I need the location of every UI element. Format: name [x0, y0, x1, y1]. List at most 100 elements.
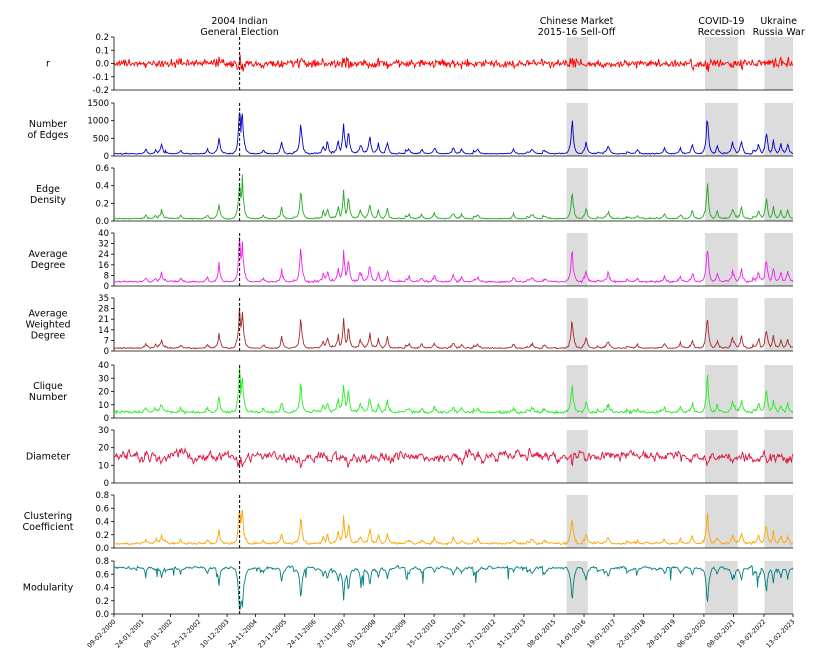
x-tick-label: 24-11-2004 [227, 618, 259, 650]
y-tick-label: 24 [98, 250, 109, 260]
y-tick-label: 0.1 [95, 46, 109, 56]
y-axis-label: Degree [31, 260, 66, 271]
x-tick-label: 28-01-2019 [645, 618, 677, 650]
x-tick-label: 24-11-2006 [286, 618, 318, 650]
y-axis-label: Clustering [24, 511, 72, 522]
shade-1-panel-3 [566, 233, 588, 286]
x-tick-label: 19-02-2022 [735, 618, 767, 650]
y-tick-label: 0.4 [95, 584, 109, 594]
shade-1-panel-8 [566, 561, 588, 614]
y-tick-label: 0.0 [95, 217, 109, 227]
y-axis-label: Number [29, 392, 67, 403]
y-tick-label: 32 [98, 240, 109, 250]
shade-3-panel-3 [764, 233, 793, 286]
y-tick-label: 20 [98, 388, 109, 398]
y-tick-label: 10 [98, 401, 109, 411]
y-tick-label: 0.8 [95, 557, 109, 567]
annotation-label: 2015-16 Sell-Off [538, 27, 616, 38]
y-tick-label: 0.0 [95, 610, 109, 620]
x-tick-label: 23-11-2005 [256, 618, 288, 650]
shade-2-panel-8 [705, 561, 738, 614]
y-axis-label: Number [29, 119, 67, 130]
shade-2-panel-3 [705, 233, 738, 286]
annotation-label: Recession [698, 27, 745, 38]
shade-1-panel-2 [566, 168, 588, 221]
shade-1-panel-4 [566, 298, 588, 351]
y-tick-label: 0.2 [95, 531, 109, 541]
x-tick-label: 08-02-2021 [705, 618, 737, 650]
y-tick-label: 0.0 [95, 60, 109, 70]
y-axis-label: Average [28, 309, 67, 320]
y-axis-label: Average [28, 249, 67, 260]
y-axis-label: Edge [36, 184, 60, 195]
shade-2-panel-1 [705, 103, 738, 156]
series-line-panel-2 [113, 174, 794, 220]
shade-3-panel-8 [764, 561, 793, 614]
x-tick-label: 14-12-2009 [376, 618, 408, 650]
series-line-panel-7 [113, 509, 794, 546]
x-tick-label: 08-01-2015 [526, 618, 558, 650]
x-tick-label: 25-12-2002 [170, 618, 202, 650]
x-tick-label: 21-12-2011 [436, 618, 468, 650]
shade-2-panel-5 [705, 365, 738, 418]
x-tick-label: 22-01-2018 [615, 618, 647, 650]
x-tick-label: 19-01-2017 [585, 618, 617, 650]
shade-2-panel-2 [705, 168, 738, 221]
y-tick-label: 0.6 [95, 504, 109, 514]
y-tick-label: 0.2 [95, 33, 109, 43]
series-line-panel-3 [113, 237, 794, 284]
shade-1-panel-1 [566, 103, 588, 156]
y-tick-label: 10 [98, 461, 109, 471]
y-axis-label: Modularity [23, 583, 74, 594]
shade-1-panel-5 [566, 365, 588, 418]
y-tick-label: 21 [98, 315, 109, 325]
y-tick-label: 0.6 [95, 570, 109, 580]
y-tick-label: 8 [104, 271, 109, 281]
x-axis-ticks: 09-02-200024-01-200109-01-200225-12-2002… [85, 614, 796, 650]
y-axis-label: Coefficient [23, 522, 74, 533]
series-line-panel-0 [113, 54, 794, 72]
y-tick-label: 1500 [87, 99, 109, 109]
x-tick-label: 09-02-2000 [85, 618, 117, 650]
annotation-label: 2004 Indian [211, 16, 268, 27]
y-tick-label: 0 [104, 479, 109, 489]
y-axis-label: of Edges [27, 130, 68, 141]
y-tick-label: 0.4 [95, 182, 109, 192]
y-tick-label: 14 [98, 326, 109, 336]
annotation-label: General Election [200, 27, 278, 38]
y-tick-label: 20 [98, 444, 109, 454]
shade-2-panel-7 [705, 495, 738, 548]
x-tick-label: 14-01-2016 [556, 618, 588, 650]
shade-3-panel-7 [764, 495, 793, 548]
y-tick-label: 1000 [87, 117, 109, 127]
y-tick-label: 0 [104, 347, 109, 357]
x-tick-label: 10-12-2003 [199, 618, 231, 650]
series-line-panel-1 [113, 112, 794, 155]
y-axis-label: Degree [31, 331, 66, 342]
y-tick-label: 30 [98, 374, 109, 384]
y-tick-label: 0.6 [95, 164, 109, 174]
annotation-label: Russia War [753, 27, 805, 38]
x-tick-label: 31-12-2013 [495, 618, 527, 650]
annotation-label: Chinese Market [540, 16, 614, 27]
x-tick-label: 06-02-2020 [675, 618, 707, 650]
shade-3-panel-1 [764, 103, 793, 156]
series-line-panel-5 [113, 367, 794, 416]
y-tick-label: -0.1 [92, 73, 109, 83]
y-tick-label: 40 [98, 361, 109, 371]
series-line-panel-6 [113, 447, 794, 469]
series-line-panel-8 [113, 564, 794, 610]
y-tick-label: 500 [93, 134, 109, 144]
y-tick-label: 0.8 [95, 491, 109, 501]
y-tick-label: 16 [98, 261, 109, 271]
y-tick-label: 0.4 [95, 518, 109, 528]
y-axis-label: r [46, 59, 50, 70]
y-axis-label: Density [30, 195, 66, 206]
y-tick-label: 0 [104, 152, 109, 162]
x-tick-label: 03-12-2008 [346, 618, 378, 650]
y-tick-label: 7 [104, 336, 109, 346]
series-lines [113, 54, 794, 610]
